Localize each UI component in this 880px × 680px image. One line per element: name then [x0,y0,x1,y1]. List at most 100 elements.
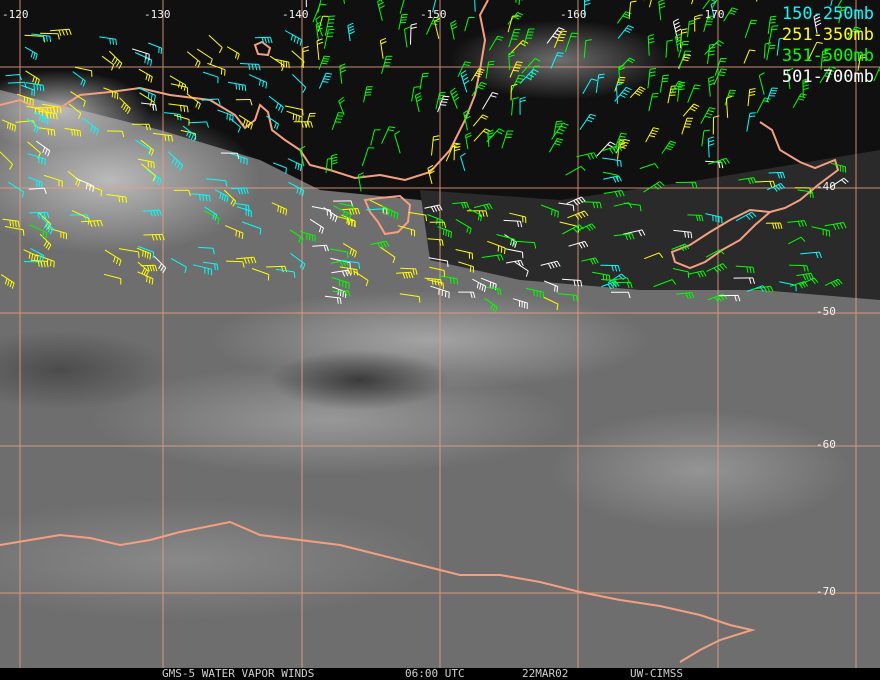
wind-barb [396,271,414,279]
wind-barb [710,1,717,19]
wind-barb [141,102,157,111]
wind-barb [457,61,471,78]
wind-barb [712,115,720,135]
lat-label-40: -40 [816,180,836,193]
wind-barb [191,193,211,202]
wind-barb [512,298,528,310]
wind-barb [819,66,836,84]
wind-barb [43,174,63,188]
wind-barb [648,93,659,112]
wind-barb [628,0,637,20]
wind-barb [205,178,228,187]
wind-barb [24,46,38,61]
wind-barb [455,218,472,235]
wind-barb [400,267,418,275]
wind-barb [331,269,352,277]
wind-barb [275,268,296,278]
wind-barb [800,251,822,259]
wind-barb [31,33,52,43]
wind-barb [671,243,690,252]
wind-barb [508,51,515,71]
wind-barb [691,0,694,5]
wind-barb [27,141,41,159]
wind-barb [714,57,727,76]
wind-barb [137,271,154,285]
wind-barb [16,93,34,106]
moist-band-south [90,365,570,475]
wind-barb [40,32,60,40]
wind-barb [675,33,683,52]
wind-barb [318,55,331,70]
wind-barb [487,129,494,147]
wind-barb [807,41,823,60]
wind-barb [603,175,622,183]
wind-barb [615,83,623,104]
wind-barb [28,187,47,194]
wind-barb [289,229,304,245]
wind-barb [254,36,273,44]
wind-barb [8,181,25,198]
wind-barb [540,260,561,269]
wind-barb [466,210,488,217]
wind-barb [268,95,284,113]
wind-barb [104,249,122,266]
wind-barb [766,44,776,61]
wind-barb [579,113,597,130]
wind-barb [487,240,506,255]
wind-barb [519,96,526,115]
wind-barb [430,285,450,299]
wind-barb [675,181,698,189]
lon-label-140: -140 [282,8,309,21]
wind-barb [658,0,666,21]
wind-barb [525,287,544,299]
wind-barb [70,91,86,107]
wind-barb [169,75,187,91]
wind-barb [394,130,401,154]
wind-barb [202,71,219,84]
wind-barb [271,202,288,216]
wind-barb [568,240,589,249]
wind-barb [39,233,52,251]
wind-barb [485,60,495,79]
wind-barb [333,205,351,221]
wind-barb [86,184,103,197]
wind-barb [201,98,221,105]
wind-barb [747,88,756,107]
lat-label-70: -70 [816,585,836,598]
wind-barb [339,63,347,84]
wind-barb [768,171,786,179]
wind-barb [140,264,158,272]
lon-label-170: -170 [698,8,725,21]
wind-barb [380,246,396,264]
wind-barb [508,28,521,48]
wind-barb [305,112,316,128]
wind-barb [138,68,153,83]
wind-barb [600,264,621,272]
wind-barb [427,164,435,185]
wind-barb [460,70,470,93]
wind-barb [857,54,867,71]
wind-barb [518,0,520,5]
wind-barb [186,51,201,69]
wind-barb [284,30,302,46]
wind-barb [488,35,504,51]
wind-barb [700,107,716,124]
wind-barb [612,281,633,289]
wind-barb [580,201,602,209]
wind-barb [611,291,631,299]
wind-barb [523,28,535,47]
wind-barb [503,219,523,228]
wind-barb [414,92,423,113]
wind-barb [557,293,578,302]
wind-barb [434,17,441,39]
wind-barb [251,268,270,281]
wind-barb [381,126,396,144]
wind-barb [514,261,529,277]
wind-barb [140,139,155,156]
wind-barb [501,130,514,149]
wind-barb [305,0,307,8]
wind-barb [316,38,324,61]
wind-barb [226,260,245,268]
wind-barb [733,277,755,284]
